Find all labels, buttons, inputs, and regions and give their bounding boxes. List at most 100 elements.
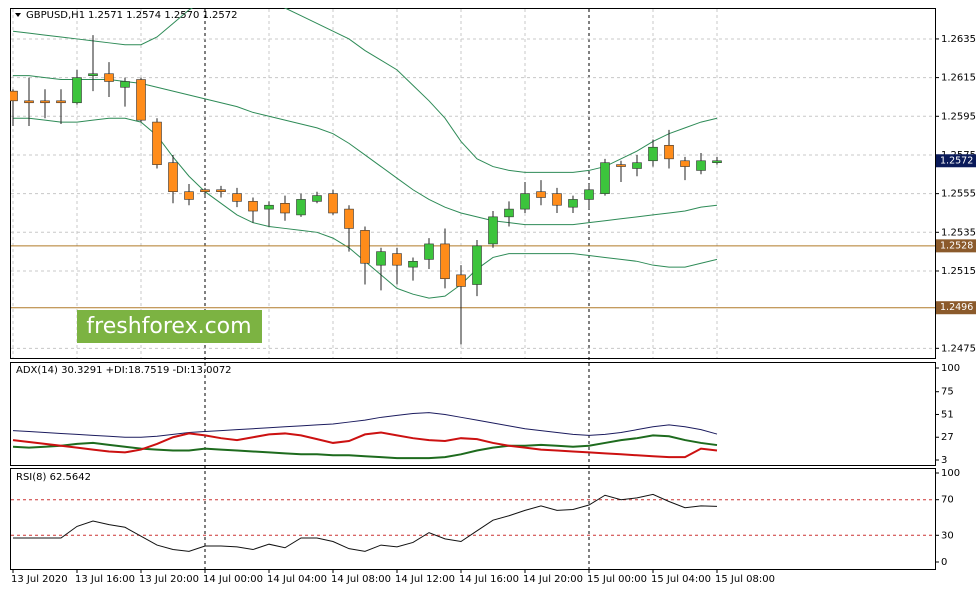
symbol-title: GBPUSD,H1 bbox=[26, 10, 85, 21]
candle-body bbox=[680, 160, 690, 167]
candle-body bbox=[456, 274, 466, 287]
x-tick-label: 15 Jul 04:00 bbox=[651, 574, 711, 585]
candle-body bbox=[632, 162, 642, 169]
y-tick-label: 3 bbox=[941, 455, 947, 466]
y-tick-label: 1.2595 bbox=[941, 111, 976, 122]
indicator bbox=[12, 412, 718, 460]
candle-body bbox=[328, 193, 338, 214]
candle-body bbox=[232, 193, 242, 202]
y-tick-label: 100 bbox=[941, 363, 960, 374]
candle-body bbox=[24, 100, 34, 104]
candle-body bbox=[152, 121, 162, 165]
candle-body bbox=[104, 73, 114, 82]
candle-body bbox=[472, 245, 482, 285]
candle-body bbox=[552, 193, 562, 206]
y-tick-label: 1.2475 bbox=[941, 343, 976, 354]
y-tick-label: 27 bbox=[941, 432, 954, 443]
x-tick-label: 13 Jul 20:00 bbox=[139, 574, 199, 585]
y-tick-label: 1.2555 bbox=[941, 189, 976, 200]
candle-body bbox=[424, 243, 434, 260]
indicator-line bbox=[12, 434, 718, 460]
candle-body bbox=[408, 261, 418, 268]
x-tick-label: 14 Jul 00:00 bbox=[203, 574, 263, 585]
x-tick-label: 14 Jul 12:00 bbox=[395, 574, 455, 585]
indicator bbox=[11, 493, 935, 552]
candle-body bbox=[200, 189, 210, 193]
y-tick-label: 1.2535 bbox=[941, 227, 976, 238]
band-line bbox=[13, 75, 718, 226]
x-tick-label: 15 Jul 00:00 bbox=[587, 574, 647, 585]
x-tick-label: 14 Jul 16:00 bbox=[459, 574, 519, 585]
x-tick-label: 15 Jul 08:00 bbox=[715, 574, 775, 585]
x-tick-label: 14 Jul 20:00 bbox=[523, 574, 583, 585]
candle-body bbox=[216, 189, 226, 193]
watermark: freshforex.com bbox=[86, 314, 251, 339]
adx-panel bbox=[10, 362, 936, 466]
candle-body bbox=[616, 164, 626, 167]
candle-body bbox=[88, 73, 98, 76]
candle-body bbox=[56, 100, 66, 104]
price-label: 1.2572 bbox=[940, 155, 973, 166]
menu-triangle bbox=[15, 13, 21, 17]
candle-body bbox=[40, 100, 50, 104]
x-tick-label: 14 Jul 08:00 bbox=[331, 574, 391, 585]
level-label: 1.2528 bbox=[940, 240, 973, 251]
plot-layer: 13 Jul 2020 13 Jul 16:00 13 Jul 20:00 14 Ju… bbox=[10, 8, 976, 585]
x-tick-label: 13 Jul 16:00 bbox=[75, 574, 135, 585]
indicator-line bbox=[12, 412, 718, 438]
candle-body bbox=[168, 162, 178, 193]
candle-body bbox=[504, 208, 514, 218]
candle-body bbox=[584, 189, 594, 200]
candle-body bbox=[648, 146, 658, 162]
candle-body bbox=[536, 191, 546, 198]
candle-body bbox=[360, 230, 370, 264]
level-label-box bbox=[936, 239, 976, 253]
candle-body bbox=[184, 191, 194, 200]
candle-body bbox=[392, 253, 402, 266]
watermark-box bbox=[77, 310, 262, 343]
candle-body bbox=[712, 160, 722, 163]
candle-body bbox=[376, 251, 386, 266]
candle-body bbox=[696, 160, 706, 171]
candle-body bbox=[440, 243, 450, 280]
y-tick-label: 51 bbox=[941, 409, 954, 420]
level-label: 1.2496 bbox=[940, 302, 973, 313]
candle-body bbox=[664, 144, 674, 160]
candle-body bbox=[72, 77, 82, 104]
level-label-box bbox=[936, 301, 976, 315]
candle-body bbox=[600, 162, 610, 194]
candle-body bbox=[520, 193, 530, 210]
candle-body bbox=[296, 199, 306, 216]
candle-body bbox=[264, 204, 274, 210]
indicator-line bbox=[12, 431, 718, 459]
y-tick-label: 30 bbox=[941, 530, 954, 541]
x-tick-label: 14 Jul 04:00 bbox=[267, 574, 327, 585]
y-tick-label: 0 bbox=[941, 557, 947, 568]
candle-body bbox=[568, 199, 578, 208]
band-line bbox=[12, 8, 718, 173]
rsi-title: RSI(8) 62.5642 bbox=[16, 472, 91, 483]
ohlc-header: 1.2571 1.2574 1.2570 1.2572 bbox=[88, 10, 238, 21]
y-tick-label: 75 bbox=[941, 387, 954, 398]
main-panel bbox=[10, 8, 936, 359]
candle-body bbox=[120, 81, 130, 88]
price-label-box bbox=[936, 154, 976, 168]
adx-title: ADX(14) 30.3291 +DI:18.7519 -DI:13.0072 bbox=[16, 365, 232, 376]
candle-body bbox=[248, 201, 258, 212]
candle-body bbox=[280, 203, 290, 214]
x-tick-label: 13 Jul 2020 bbox=[11, 574, 68, 585]
candles bbox=[10, 8, 935, 345]
candle-body bbox=[10, 90, 18, 102]
candle-body bbox=[344, 208, 354, 229]
candle-body bbox=[312, 195, 322, 202]
y-tick-label: 1.2515 bbox=[941, 266, 976, 277]
rsi-panel bbox=[10, 468, 936, 570]
y-tick-label: 1.2635 bbox=[941, 34, 976, 45]
candle-body bbox=[488, 216, 498, 245]
y-tick-label: 70 bbox=[941, 495, 954, 506]
indicator-line bbox=[13, 493, 718, 552]
y-tick-label: 100 bbox=[941, 468, 960, 479]
y-tick-label: 1.2615 bbox=[941, 73, 976, 84]
